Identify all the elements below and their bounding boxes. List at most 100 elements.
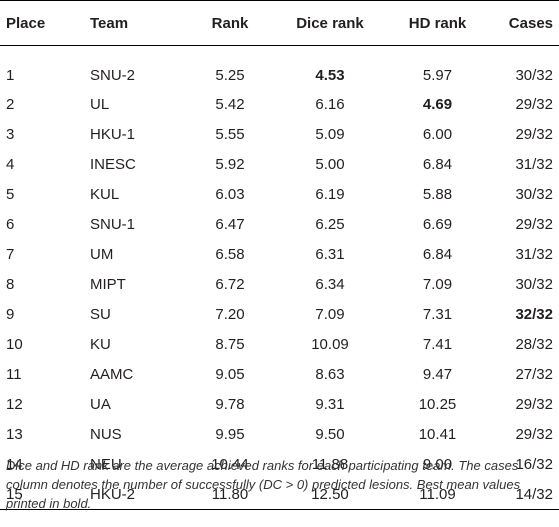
cell-team: SNU-1 xyxy=(90,215,136,233)
table-header: Place Team Rank Dice rank HD rank Cases xyxy=(0,1,559,46)
cell-hd-rank: 6.84 xyxy=(422,155,453,173)
cell-dice-rank: 9.31 xyxy=(315,395,345,413)
cell-cases: 29/32 xyxy=(515,95,553,113)
cell-place: 15 xyxy=(6,485,23,503)
cell-cases: 32/32 xyxy=(515,305,553,323)
cell-hd-rank: 6.69 xyxy=(422,215,453,233)
cell-hd-rank: 5.88 xyxy=(422,185,453,203)
cell-rank: 6.47 xyxy=(215,215,245,233)
cell-dice-rank: 11.88 xyxy=(311,455,349,473)
cell-dice-rank: 5.09 xyxy=(315,125,345,143)
cell-team: KUL xyxy=(90,185,120,203)
cell-place: 11 xyxy=(6,365,22,383)
bottom-rule xyxy=(0,509,559,510)
table-row: 2 UL 5.42 6.16 4.69 29/32 xyxy=(0,89,559,119)
cell-place: 3 xyxy=(6,125,15,143)
cell-place: 10 xyxy=(6,335,23,353)
cell-place: 4 xyxy=(6,155,15,173)
header-dice-rank: Dice rank xyxy=(296,14,364,32)
results-table-container: Place Team Rank Dice rank HD rank Cases … xyxy=(0,0,559,510)
cell-hd-rank: 4.69 xyxy=(422,95,453,113)
cell-team: INESC xyxy=(90,155,136,173)
table-caption: Dice and HD rank are the average achieve… xyxy=(6,458,521,511)
cell-team: UA xyxy=(90,395,111,413)
cell-cases: 31/32 xyxy=(515,155,553,173)
table-row: 7 UM 6.58 6.31 6.84 31/32 xyxy=(0,239,559,269)
cell-hd-rank: 10.25 xyxy=(418,395,457,413)
cell-team: SU xyxy=(90,305,111,323)
cell-place: 2 xyxy=(6,95,15,113)
cell-dice-rank: 6.25 xyxy=(315,215,345,233)
cell-place: 13 xyxy=(6,425,23,443)
cell-team: UM xyxy=(90,245,114,263)
cell-rank: 7.20 xyxy=(215,305,245,323)
cell-rank: 5.42 xyxy=(215,95,245,113)
cell-team: SNU-2 xyxy=(90,67,136,84)
table-row: 6 SNU-1 6.47 6.25 6.69 29/32 xyxy=(0,209,559,239)
cell-cases: 31/32 xyxy=(515,245,553,263)
table-row: 10 KU 8.75 10.09 7.41 28/32 xyxy=(0,329,559,359)
cell-cases: 14/32 xyxy=(515,485,553,503)
cell-rank: 10.44 xyxy=(211,455,249,473)
table-row: 13 NUS 9.95 9.50 10.41 29/32 xyxy=(0,419,559,449)
cell-place: 14 xyxy=(6,455,23,473)
cell-place: 1 xyxy=(6,67,15,84)
cell-rank: 5.92 xyxy=(215,155,245,173)
header-rank: Rank xyxy=(211,14,249,32)
cell-rank: 6.72 xyxy=(215,275,245,293)
cell-team: HKU-1 xyxy=(90,125,136,143)
cell-rank: 11.80 xyxy=(211,485,249,503)
cell-team: KU xyxy=(90,335,111,353)
cell-team: NUS xyxy=(90,425,122,443)
table-row: 9 SU 7.20 7.09 7.31 32/32 xyxy=(0,299,559,329)
cell-dice-rank: 10.09 xyxy=(311,335,349,353)
cell-place: 8 xyxy=(6,275,15,293)
cell-dice-rank: 12.50 xyxy=(311,485,349,503)
cell-dice-rank: 4.53 xyxy=(315,67,345,84)
cell-hd-rank: 7.09 xyxy=(422,275,453,293)
table-row: 5 KUL 6.03 6.19 5.88 30/32 xyxy=(0,179,559,209)
table-row: 14 NEU 10.44 11.88 9.00 16/32 xyxy=(0,449,559,479)
header-team: Team xyxy=(90,14,129,32)
table-row: 11 AAMC 9.05 8.63 9.47 27/32 xyxy=(0,359,559,389)
cell-place: 6 xyxy=(6,215,15,233)
cell-cases: 30/32 xyxy=(515,275,553,293)
cell-dice-rank: 8.63 xyxy=(315,365,345,383)
cell-dice-rank: 5.00 xyxy=(315,155,345,173)
cell-cases: 29/32 xyxy=(515,395,553,413)
table-row: 4 INESC 5.92 5.00 6.84 31/32 xyxy=(0,149,559,179)
cell-hd-rank: 10.41 xyxy=(418,425,457,443)
cell-rank: 6.58 xyxy=(215,245,245,263)
cell-place: 9 xyxy=(6,305,15,323)
cell-cases: 29/32 xyxy=(515,425,553,443)
cell-cases: 29/32 xyxy=(515,215,553,233)
table-row: 15 HKU-2 11.80 12.50 11.09 14/32 xyxy=(0,479,559,509)
cell-cases: 30/32 xyxy=(515,185,553,203)
header-hd-rank: HD rank xyxy=(408,14,467,32)
cell-rank: 6.03 xyxy=(215,185,245,203)
cell-team: AAMC xyxy=(90,365,134,383)
results-table: Place Team Rank Dice rank HD rank Cases … xyxy=(0,1,559,509)
cell-dice-rank: 6.31 xyxy=(315,245,345,263)
cell-team: UL xyxy=(90,95,110,113)
cell-team: HKU-2 xyxy=(90,485,136,503)
cell-rank: 9.78 xyxy=(215,395,245,413)
cell-place: 5 xyxy=(6,185,15,203)
cell-cases: 27/32 xyxy=(515,365,553,383)
cell-dice-rank: 6.16 xyxy=(315,95,345,113)
cell-rank: 9.05 xyxy=(215,365,245,383)
cell-rank: 5.55 xyxy=(215,125,245,143)
cell-hd-rank: 7.31 xyxy=(422,305,453,323)
header-place: Place xyxy=(6,14,46,32)
cell-team: NEU xyxy=(90,455,122,473)
cell-hd-rank: 5.97 xyxy=(422,67,453,84)
header-row: Place Team Rank Dice rank HD rank Cases xyxy=(0,1,559,46)
cell-rank: 5.25 xyxy=(215,67,245,84)
cell-cases: 29/32 xyxy=(515,125,553,143)
cell-hd-rank: 9.00 xyxy=(422,455,453,473)
cell-hd-rank: 9.47 xyxy=(422,365,453,383)
table-row: 8 MIPT 6.72 6.34 7.09 30/32 xyxy=(0,269,559,299)
cell-place: 7 xyxy=(6,245,15,263)
cell-dice-rank: 9.50 xyxy=(315,425,345,443)
table-row: 1 SNU-2 5.25 4.53 5.97 30/32 xyxy=(0,46,559,90)
